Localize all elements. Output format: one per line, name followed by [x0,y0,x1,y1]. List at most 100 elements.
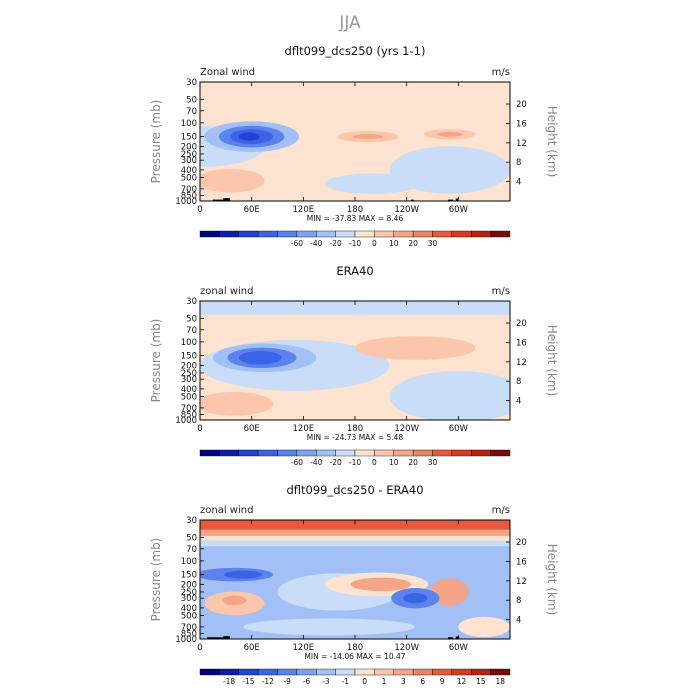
y-tick-label: 30 [186,78,197,88]
y-tick-label: 300 [181,375,197,385]
figure-title: JJA [338,13,361,33]
panel-title: ERA40 [336,264,373,278]
min-max-label: MIN = -14.06 MAX = 10.47 [304,652,405,661]
contour-region-5 [389,371,510,420]
colorbar-swatch [412,668,433,676]
colorbar-label: 0 [362,677,367,686]
colorbar-label: -10 [349,239,361,248]
colorbar-swatch [354,230,375,238]
chart-panel-1: dflt099_dcs250 (yrs 1-1) Zonal wind m/s 0 60… [149,44,559,248]
colorbar-swatch [432,668,453,676]
contour-region-5 [238,132,260,141]
y-tick-label: 850 [181,410,197,420]
colorbar-label: -10 [349,458,361,467]
colorbar-label: 10 [389,239,399,248]
colorbar-swatch [335,668,356,676]
chart-panel-2: ERA40 zonal wind m/s 0 60E 120E 180 120W 60W 30 50… [149,264,559,467]
y-tick-label: 50 [186,95,197,105]
colorbar-swatch [432,230,453,238]
colorbar-swatch [277,668,298,676]
y2-tick-label: 8 [516,596,521,606]
colorbar-swatch [471,668,491,676]
y2-axis-label: Height (km) [545,325,559,396]
colorbar-swatch [238,449,259,457]
colorbar-swatch [316,449,336,457]
y-axis-label: Pressure (mb) [149,319,163,403]
y-tick-label: 150 [181,133,197,143]
terrain-block-3 [410,199,414,201]
x-tick-label: 60W [449,424,469,434]
y2-tick-label: 16 [516,557,527,567]
x-tick-label: 120E [293,424,315,434]
colorbar-label: 30 [428,239,438,248]
y-tick-label: 500 [181,392,197,402]
colorbar-swatch [471,230,491,238]
contour-region-6 [389,146,510,194]
y2-tick-label: 20 [516,319,527,329]
colorbar-label: 0 [372,458,377,467]
y-tick-label: 70 [186,326,197,336]
y-tick-label: 850 [181,191,197,201]
colorbar-swatch [374,230,394,238]
y-tick-label: 250 [181,150,197,160]
terrain-block-2 [223,198,231,201]
colorbar-label: 20 [408,458,418,467]
colorbar-label: 20 [408,239,418,248]
contour-region-8 [403,593,428,604]
y2-tick-label: 16 [516,119,527,129]
contour-region-7 [200,391,274,416]
min-max-label: MIN = -24.73 MAX = 5.48 [307,433,404,442]
y2-tick-label: 20 [516,538,527,548]
y-tick-label: 250 [181,588,197,598]
contour-region-12 [436,131,463,137]
colorbar-label: -20 [330,239,342,248]
terrain-block-4 [448,199,454,201]
contour-region-10 [352,134,384,139]
y-tick-label: 100 [181,119,197,129]
contour-band-4 [200,540,510,547]
x-tick-label: 120W [394,424,419,434]
colorbar-swatch [490,668,511,676]
x-tick-label: 60E [244,424,260,434]
colorbar-swatch [412,449,433,457]
y-tick-label: 50 [186,314,197,324]
y-axis-label: Pressure (mb) [149,538,163,622]
y-tick-label: 150 [181,352,197,362]
y2-tick-label: 12 [516,358,527,368]
x-tick-label: 0 [197,205,202,215]
terrain-block-5 [455,198,459,201]
contour-region-7 [324,173,420,194]
y-tick-label: 70 [186,545,197,555]
colorbar-label: -40 [310,239,322,248]
colorbar-swatch [219,230,239,238]
colorbar-label: 1 [382,677,387,686]
y2-tick-label: 4 [516,178,521,188]
contour-band-3 [200,535,510,541]
panel-left-label: zonal wind [200,505,253,516]
colorbar-swatch [374,449,394,457]
y-tick-label: 300 [181,156,197,166]
x-tick-label: 120W [394,643,419,653]
panel-right-label: m/s [492,505,510,516]
colorbar-label: 6 [420,677,425,686]
colorbar-swatch [257,668,278,676]
y-tick-label: 850 [181,629,197,639]
colorbar-label: -1 [342,677,350,686]
panel-left-label: Zonal wind [200,67,255,78]
terrain-block-4 [455,636,460,639]
colorbar-label: -12 [262,677,274,686]
terrain-block-3 [448,637,454,639]
x-tick-label: 0 [197,643,202,653]
colorbar-swatch [316,230,336,238]
contour-region-6 [355,336,476,360]
colorbar-swatch [335,449,356,457]
contour-region-11 [243,618,416,636]
colorbar-swatch [277,230,298,238]
y2-tick-label: 16 [516,338,527,348]
y-tick-label: 200 [181,142,197,152]
y-tick-label: 30 [186,516,197,526]
colorbar-swatch [199,668,220,676]
x-tick-label: 60E [244,643,260,653]
colorbar-swatch [393,668,414,676]
x-tick-label: 120E [293,205,315,215]
